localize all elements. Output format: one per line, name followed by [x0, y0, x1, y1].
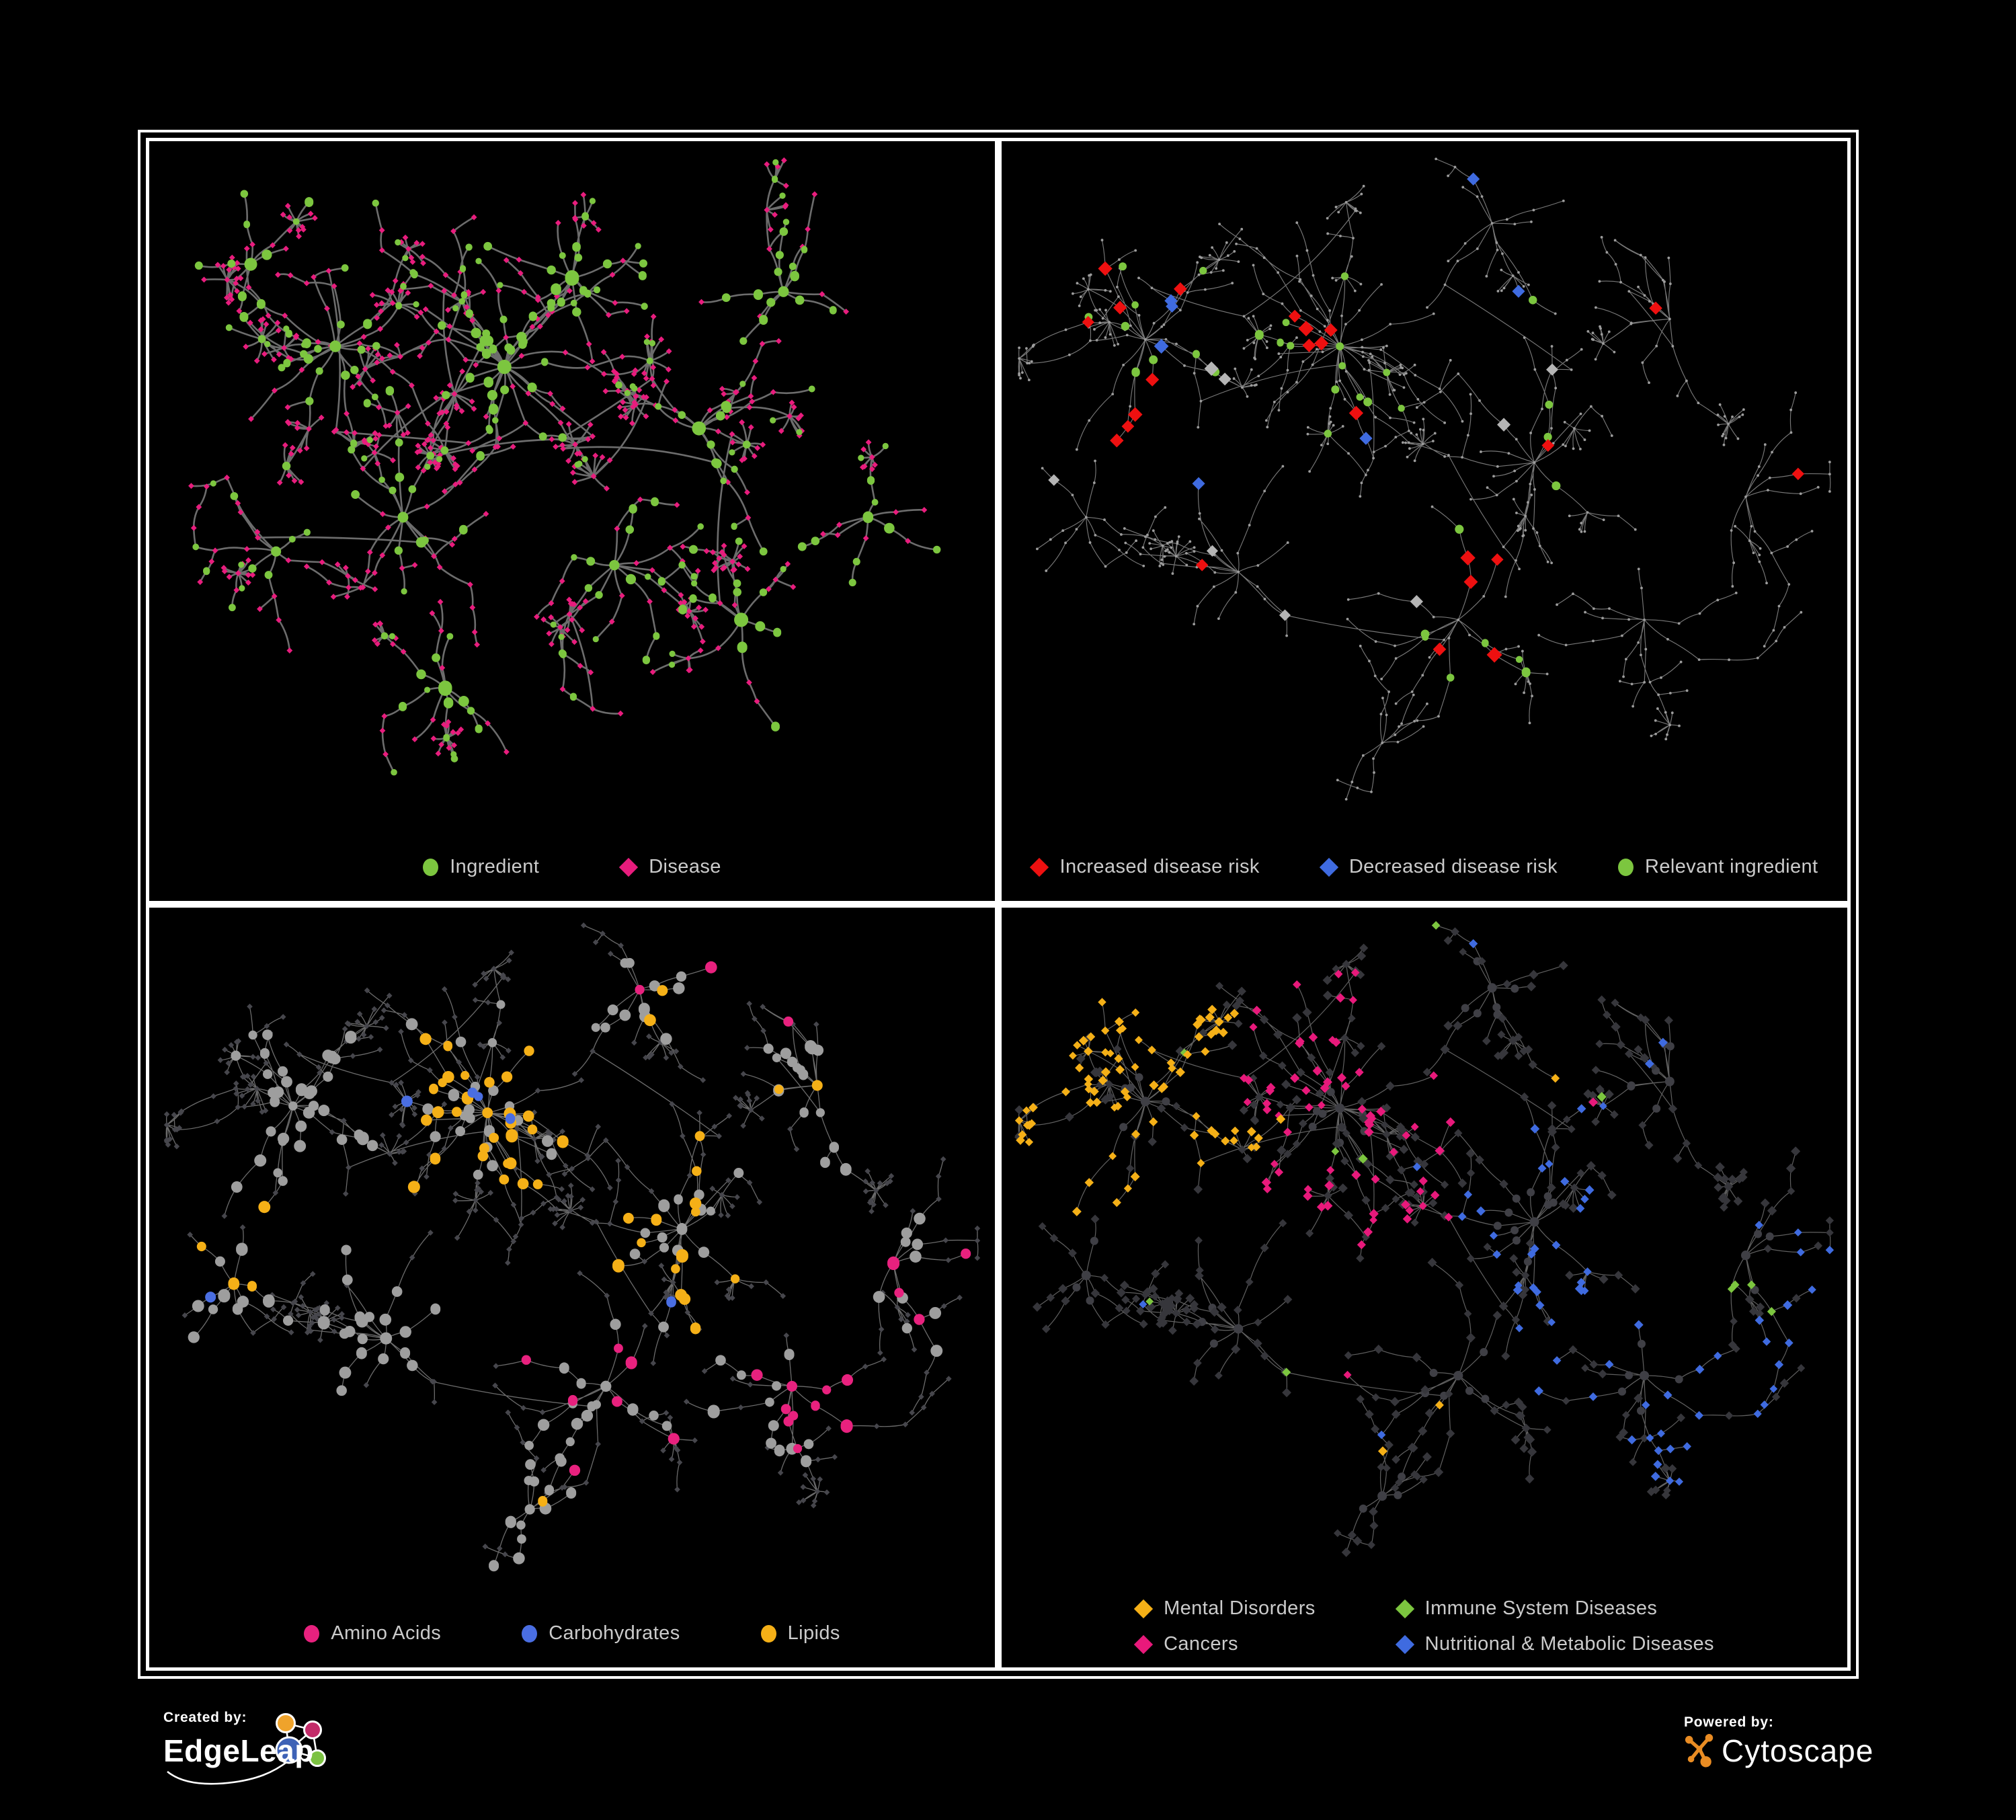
legend-label: Amino Acids [331, 1622, 442, 1644]
legend-item-nutritional-metabolic-diseases: Nutritional & Metabolic Diseases [1395, 1633, 1714, 1655]
network-canvas-disease-classes [1014, 920, 1834, 1557]
edgeleap-logo-icon [167, 1713, 326, 1785]
legend-disease-risk: Increased disease risk Decreased disease … [1002, 856, 1847, 878]
node-group-36363B [1014, 927, 1834, 1557]
legend-item-cancers: Cancers [1133, 1633, 1238, 1655]
legend-label: Carbohydrates [549, 1622, 680, 1644]
legend-item-decreased-disease-risk: Decreased disease risk [1319, 856, 1558, 878]
network-canvas-ingredient-disease [188, 157, 941, 776]
legend-ingredient-disease: Ingredient Disease [149, 856, 995, 878]
diamond-marker-icon [1319, 857, 1338, 877]
panel-disease-risk: Increased disease risk Decreased disease … [998, 138, 1851, 904]
legend-label: Relevant ingredient [1645, 856, 1818, 877]
diamond-marker-icon [1133, 1599, 1154, 1618]
legend-label: Decreased disease risk [1348, 856, 1558, 877]
node-group-B5B5B5 [1048, 361, 1558, 621]
legend-disease-classes: Mental Disorders Immune System Diseases Ca… [1002, 1597, 1847, 1655]
node-group-F5B017 [1014, 998, 1560, 1456]
legend-item-disease: Disease [619, 856, 721, 878]
diamond-marker-icon [619, 857, 639, 877]
network-edges [165, 924, 979, 1567]
network-edges [1018, 158, 1831, 800]
legend-item-increased-disease-risk: Increased disease risk [1030, 856, 1260, 878]
circle-marker-icon [760, 1624, 776, 1643]
circle-marker-icon [304, 1624, 320, 1643]
figure-frame: Ingredient Disease Increased disease risk… [138, 130, 1859, 1679]
edgeleap-credit: Created by: EdgeLeap [163, 1710, 392, 1797]
node-group-46464C [163, 922, 981, 1558]
legend-label: Lipids [787, 1622, 840, 1644]
cytoscape-credit: Powered by: Cytoscape [1684, 1714, 1966, 1788]
node-group-7CC63F [192, 159, 941, 776]
network-edges [1018, 924, 1831, 1553]
node-group-E81C7D [188, 157, 928, 758]
node-group-9E9E9E [188, 957, 943, 1572]
diamond-marker-icon [1030, 857, 1049, 877]
network-canvas-disease-risk [1018, 157, 1831, 801]
node-group-3F6BE0 [1154, 172, 1525, 490]
legend-item-ingredient: Ingredient [423, 856, 539, 878]
node-group-F5B017 [196, 985, 823, 1507]
legend-label: Mental Disorders [1164, 1597, 1316, 1619]
node-group-4A6EE2 [205, 1087, 676, 1308]
circle-marker-icon [522, 1624, 538, 1643]
legend-nutrient-classes: Amino Acids Carbohydrates Lipids [149, 1622, 995, 1645]
legend-item-amino-acids: Amino Acids [304, 1622, 441, 1645]
circle-marker-icon [423, 858, 439, 876]
legend-label: Cancers [1164, 1633, 1238, 1655]
panel-ingredient-disease: Ingredient Disease [146, 138, 998, 904]
created-by-label: Created by: [163, 1710, 247, 1725]
legend-label: Increased disease risk [1059, 856, 1260, 877]
node-group-9C9C9C [1018, 157, 1831, 801]
legend-label: Immune System Diseases [1424, 1597, 1658, 1619]
diamond-marker-icon [1133, 1634, 1154, 1654]
powered-by-label: Powered by: [1684, 1714, 1774, 1730]
node-group-7CC63F [1084, 262, 1561, 682]
legend-item-relevant-ingredient: Relevant ingredient [1618, 856, 1818, 878]
legend-item-carbohydrates: Carbohydrates [522, 1622, 680, 1645]
legend-label: Nutritional & Metabolic Diseases [1424, 1633, 1714, 1655]
legend-label: Disease [649, 856, 721, 877]
legend-item-immune-system-diseases: Immune System Diseases [1395, 1597, 1658, 1620]
panel-nutrient-classes: Amino Acids Carbohydrates Lipids [146, 904, 998, 1671]
circle-marker-icon [1618, 858, 1634, 876]
node-group-EE1010 [1082, 261, 1805, 663]
node-group-E8197B [1240, 968, 1599, 1379]
legend-item-mental-disorders: Mental Disorders [1133, 1597, 1316, 1620]
edgeleap-brand-text: EdgeLeap [163, 1733, 314, 1768]
network-canvas-nutrient-classes [163, 922, 981, 1572]
diamond-marker-icon [1395, 1599, 1414, 1618]
panel-grid: Ingredient Disease Increased disease risk… [146, 138, 1851, 1671]
network-edges [190, 159, 938, 774]
panel-disease-classes: Mental Disorders Immune System Diseases Ca… [998, 904, 1851, 1671]
legend-label: Ingredient [450, 856, 540, 877]
legend-item-lipids: Lipids [760, 1622, 840, 1645]
diamond-marker-icon [1395, 1634, 1414, 1654]
cytoscape-logo-icon [1685, 1734, 1713, 1768]
node-group-3F6BE0 [1139, 939, 1834, 1486]
cytoscape-brand-text: Cytoscape [1722, 1733, 1874, 1768]
